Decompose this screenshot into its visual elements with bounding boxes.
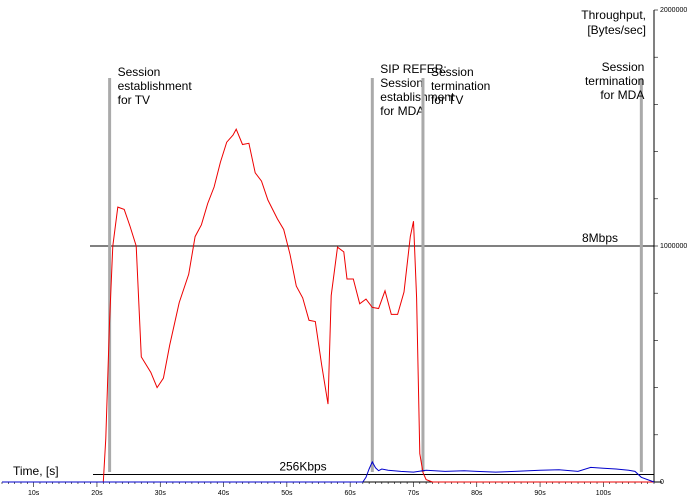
event-label-line: establishment (380, 90, 455, 104)
y-axis-label: Throughput,[Bytes/sec] (581, 8, 646, 37)
x-tick-label: 40s (218, 490, 230, 497)
y-tick-label: 1000000 (660, 243, 687, 250)
event-label-line: Session (602, 60, 645, 74)
event-label-line: establishment (118, 79, 193, 93)
x-tick-label: 60s (345, 490, 357, 497)
event-label-line: termination (431, 79, 490, 93)
event-label-line: Session (431, 65, 474, 79)
x-tick-label: 80s (471, 490, 483, 497)
reference-lines: 8Mbps 256Kbps (90, 231, 654, 475)
event-label-line: for MDA (380, 104, 424, 118)
reference-line-label: 8Mbps (582, 231, 618, 245)
blue-series-line (2, 460, 655, 483)
x-axis-label: Time, [s] (13, 464, 59, 478)
y-tick-label: 0 (660, 479, 664, 486)
event-label: Session establishment for TV (118, 65, 193, 107)
event-label-line: for TV (431, 93, 463, 107)
y-axis-label-line: [Bytes/sec] (587, 23, 646, 37)
event-label-line: termination (585, 74, 644, 88)
event-label-line: SIP REFER: (380, 62, 446, 76)
x-tick-label: 10s (28, 490, 40, 497)
event-label: Session termination for MDA (585, 60, 644, 102)
event-label-line: for MDA (600, 88, 644, 102)
x-tick-label: 100s (596, 490, 612, 497)
x-tick-label: 50s (281, 490, 293, 497)
x-tick-label: 90s (534, 490, 546, 497)
event-label-line: Session (380, 76, 423, 90)
x-tick-label: 20s (91, 490, 103, 497)
x-tick-label: 30s (155, 490, 167, 497)
data-series (2, 128, 655, 483)
event-label: Session termination for TV (431, 65, 490, 107)
event-label-line: Session (118, 65, 161, 79)
y-tick-label: 2000000 (660, 7, 687, 14)
y-axis-label-line: Throughput, (581, 8, 646, 22)
event-label-line: for TV (118, 93, 150, 107)
reference-line-label: 256Kbps (279, 459, 326, 473)
event-label: SIP REFER: Session establishment for MDA (380, 62, 455, 118)
red-series-line (2, 128, 654, 483)
x-tick-label: 70s (408, 490, 420, 497)
